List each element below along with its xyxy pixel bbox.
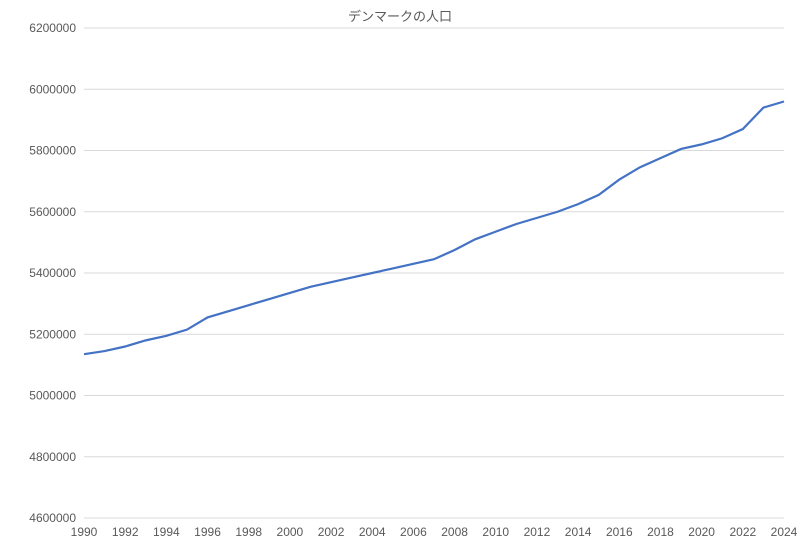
x-tick-label: 2004 [359,525,386,539]
x-tick-label: 1998 [235,525,262,539]
y-tick-label: 5200000 [29,327,76,341]
x-tick-label: 2016 [606,525,633,539]
y-tick-label: 5400000 [29,266,76,280]
x-tick-label: 2008 [441,525,468,539]
x-tick-label: 2020 [688,525,715,539]
y-tick-label: 5800000 [29,144,76,158]
x-tick-label: 2022 [729,525,756,539]
x-tick-label: 2010 [482,525,509,539]
y-tick-label: 4600000 [29,511,76,525]
y-tick-label: 5000000 [29,389,76,403]
x-tick-label: 2002 [318,525,345,539]
x-tick-label: 2000 [277,525,304,539]
chart-svg: 4600000 4800000 5000000 5200000 5400000 56000… [0,0,800,555]
population-series-line [84,102,784,355]
x-tick-label: 2006 [400,525,427,539]
x-tick-label: 1992 [112,525,139,539]
population-chart: デンマークの人口 4600000480000050000005200000540… [0,0,800,555]
x-tick-label: 2014 [565,525,592,539]
x-tick-label: 2024 [771,525,798,539]
x-tick-label: 2012 [524,525,551,539]
x-tick-label: 2018 [647,525,674,539]
y-tick-label: 6000000 [29,82,76,96]
y-tick-label: 5600000 [29,205,76,219]
x-tick-label: 1990 [71,525,98,539]
x-tick-label: 1996 [194,525,221,539]
x-tick-label: 1994 [153,525,180,539]
y-tick-label: 6200000 [29,21,76,35]
y-tick-label: 4800000 [29,450,76,464]
